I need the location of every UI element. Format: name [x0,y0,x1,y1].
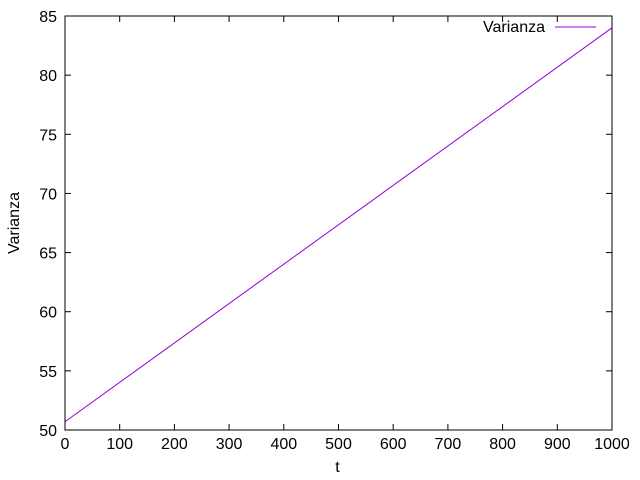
legend: Varianza [483,19,596,36]
x-tick-label: 0 [61,436,70,453]
axis-ticks: 0 100 200 300 400 500 600 700 800 900 1000 50 55 60 65… [39,9,630,453]
plot-frame [64,15,613,431]
y-tick-label: 80 [39,68,57,85]
x-tick-label: 600 [380,436,407,453]
x-tick-label: 400 [270,436,297,453]
x-tick-label: 700 [435,436,462,453]
y-tick-label: 65 [39,246,57,263]
y-tick-label: 75 [39,127,57,144]
x-tick-label: 100 [106,436,133,453]
x-tick-label: 300 [216,436,243,453]
series-layer [64,27,613,423]
series-line-0 [64,27,613,423]
y-tick-label: 70 [39,186,57,203]
y-tick-label: 60 [39,305,57,322]
x-tick-label: 500 [325,436,352,453]
y-axis-title: Varianza [6,192,23,254]
x-tick-label: 900 [544,436,571,453]
legend-label: Varianza [483,19,545,36]
x-tick-label: 200 [161,436,188,453]
x-tick-label: 1000 [594,436,630,453]
x-tick-label: 800 [489,436,516,453]
y-tick-label: 50 [39,423,57,440]
x-axis-title: t [335,459,340,476]
y-tick-label: 85 [39,9,57,26]
y-tick-label: 55 [39,364,57,381]
